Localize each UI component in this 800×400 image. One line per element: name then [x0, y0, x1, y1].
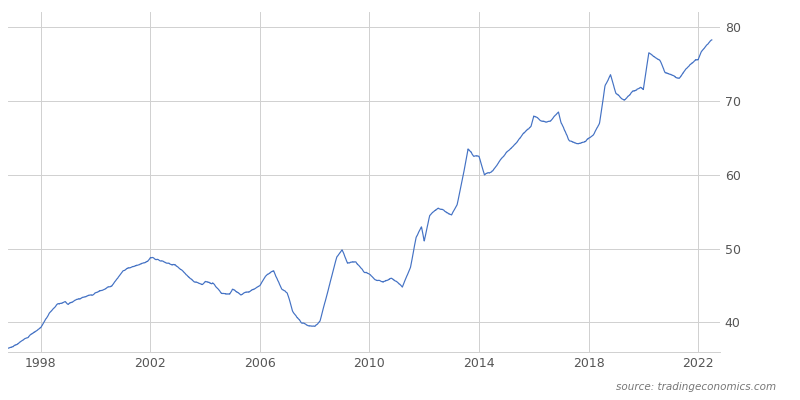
- Text: source: tradingeconomics.com: source: tradingeconomics.com: [616, 382, 776, 392]
